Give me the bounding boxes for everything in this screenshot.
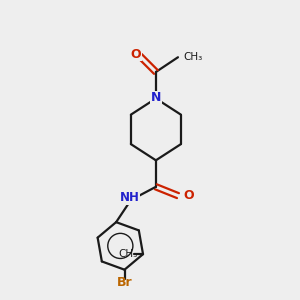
Text: Br: Br <box>117 276 132 289</box>
Text: O: O <box>183 189 194 202</box>
Text: CH₃: CH₃ <box>183 52 202 62</box>
Text: CH₃: CH₃ <box>118 249 137 259</box>
Text: NH: NH <box>119 191 139 205</box>
Text: N: N <box>151 92 161 104</box>
Text: O: O <box>131 48 142 61</box>
